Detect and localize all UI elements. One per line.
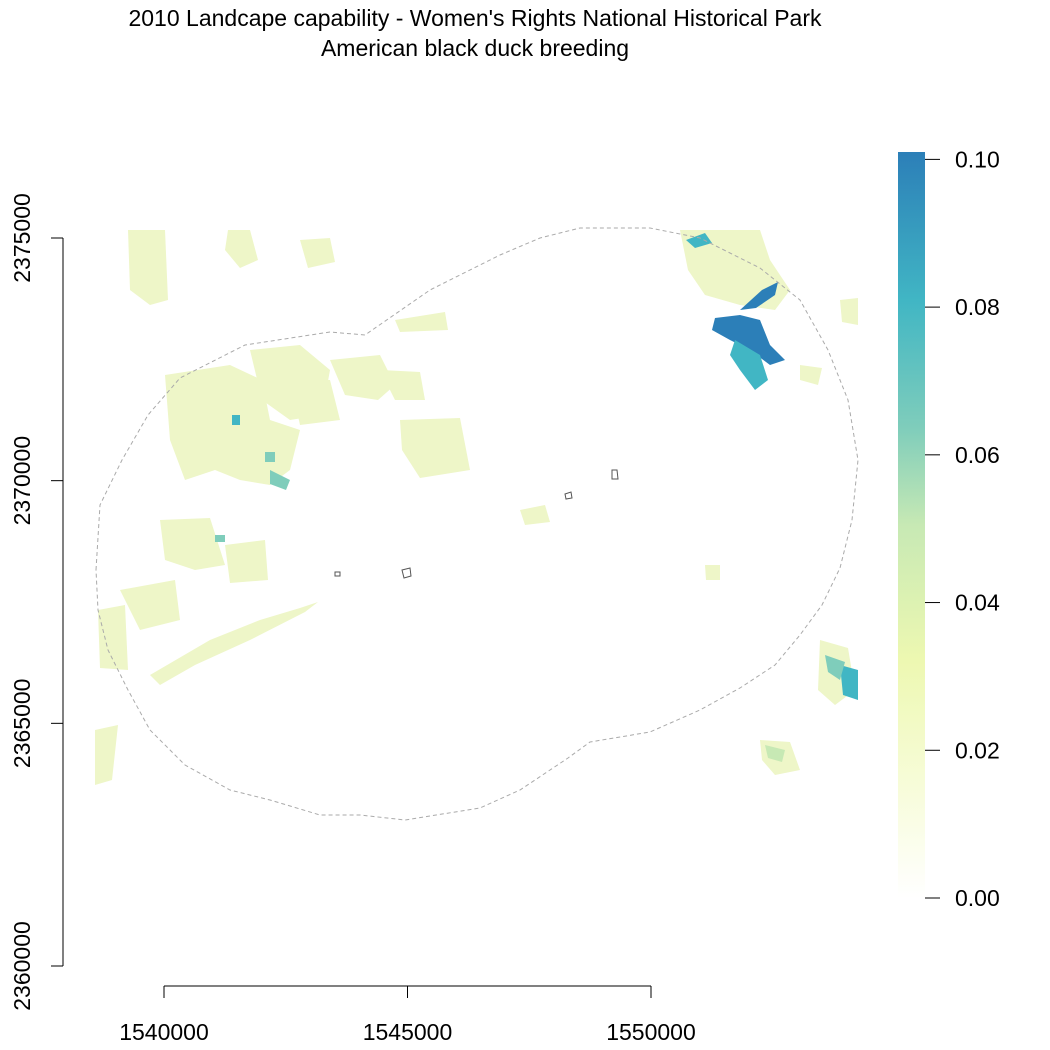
legend-tick-label: 0.10 — [955, 146, 1000, 172]
buffer-boundary — [95, 227, 859, 821]
map-subtitle: American black duck breeding — [320, 35, 630, 61]
legend-tick-label: 0.06 — [955, 442, 1000, 468]
y-tick-label: 2375000 — [9, 193, 35, 283]
capability-raster-high — [215, 233, 858, 762]
legend-tick-label: 0.08 — [955, 294, 1000, 320]
legend-colorbar — [898, 152, 925, 898]
y-tick-label: 2360000 — [9, 921, 35, 1011]
legend-tick-label: 0.04 — [955, 590, 1000, 616]
legend-tick-label: 0.00 — [955, 885, 1000, 911]
capability-raster-low — [95, 230, 858, 785]
color-legend: 0.00 0.02 0.04 0.06 0.08 0.10 — [898, 146, 1000, 911]
y-tick-label: 2365000 — [9, 679, 35, 769]
x-tick-label: 1545000 — [363, 1019, 453, 1045]
x-tick-label: 1550000 — [606, 1019, 696, 1045]
x-axis: 1540000 1545000 1550000 — [119, 985, 696, 1045]
y-axis: 2360000 2365000 2370000 2375000 — [9, 193, 64, 1011]
x-tick-label: 1540000 — [119, 1019, 209, 1045]
park-unit-outlines — [334, 469, 619, 579]
map-title: 2010 Landcape capability - Women's Right… — [128, 5, 822, 31]
legend-tick-label: 0.02 — [955, 737, 1000, 763]
y-tick-label: 2370000 — [9, 436, 35, 526]
